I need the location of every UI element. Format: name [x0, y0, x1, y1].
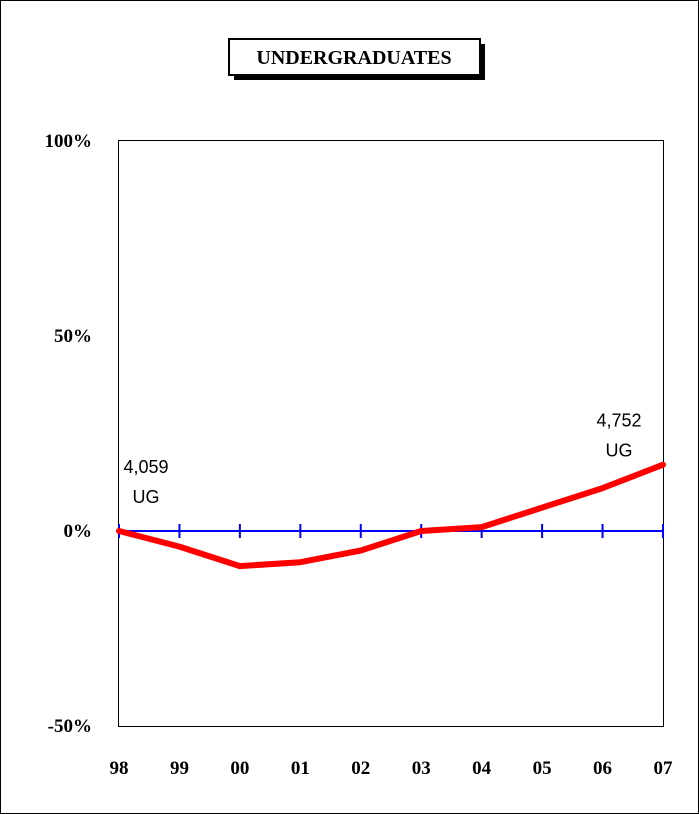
y-tick-label: -50%	[48, 716, 92, 737]
y-tick-label: 100%	[45, 131, 93, 152]
chart-title: UNDERGRADUATES	[256, 47, 451, 69]
annotation-label: UG	[133, 487, 160, 507]
x-tick-label: 00	[230, 758, 249, 779]
y-tick-label: 0%	[64, 521, 93, 542]
y-tick-label: 50%	[54, 326, 92, 347]
annotation-label: 4,059	[123, 457, 168, 477]
x-tick-label: 99	[170, 758, 189, 779]
annotation-label: UG	[606, 441, 633, 461]
plot-area	[118, 140, 664, 727]
series-line	[116, 461, 666, 570]
annotations: 4,059 UG 4,752 UG	[123, 411, 641, 507]
x-tick-label: 98	[110, 758, 129, 779]
x-tick-label: 02	[351, 758, 370, 779]
x-tick-label: 05	[533, 758, 552, 779]
x-tick-label: 01	[291, 758, 310, 779]
x-tick-label: 03	[412, 758, 431, 779]
series-group	[116, 461, 666, 570]
zero-baseline-group	[118, 524, 664, 538]
chart-title-box: UNDERGRADUATES	[228, 38, 485, 80]
y-axis-ticks: 100% 50% 0% -50%	[45, 131, 93, 737]
annotation-label: 4,752	[596, 411, 641, 431]
x-axis-ticks: 98 99 00 01 02 03 04 05 06 07	[110, 758, 674, 779]
x-tick-label: 04	[472, 758, 492, 779]
x-tick-label: 06	[593, 758, 612, 779]
x-tick-label: 07	[654, 758, 674, 779]
title-frame	[228, 38, 481, 76]
